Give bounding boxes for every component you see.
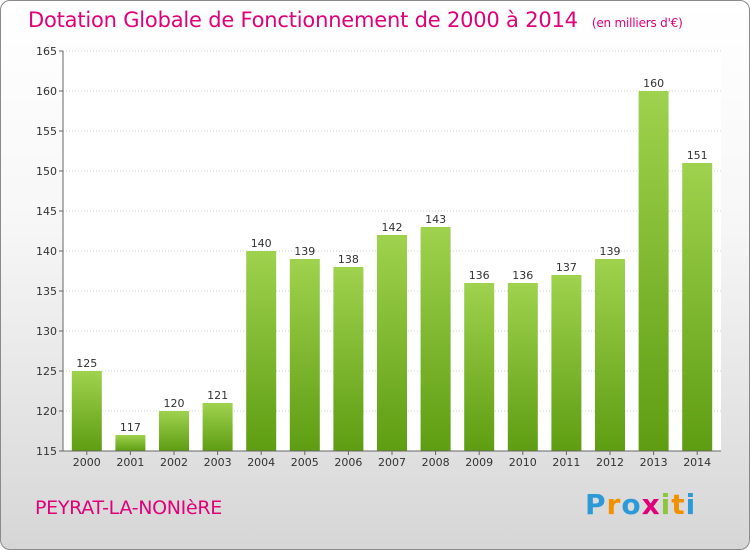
bar <box>507 283 538 451</box>
x-tick-label: 2006 <box>334 456 362 469</box>
data-label: 125 <box>76 357 97 370</box>
grid-lines <box>59 50 721 452</box>
data-label: 139 <box>294 245 315 258</box>
data-label: 151 <box>687 149 708 162</box>
bar <box>289 259 320 451</box>
bar <box>420 227 451 451</box>
logo-letter: x <box>641 488 661 521</box>
data-label: 137 <box>556 261 577 274</box>
logo-letter: i <box>685 488 697 521</box>
data-label: 117 <box>120 421 141 434</box>
y-tick-label: 140 <box>36 245 57 258</box>
y-tick-label: 155 <box>36 125 57 138</box>
logo-letter: r <box>606 488 622 521</box>
bar <box>377 235 407 451</box>
logo-letter: t <box>671 488 686 521</box>
data-label: 136 <box>512 269 533 282</box>
y-tick-labels: 115 120 125 130 135 140 145 150 155 160 165 <box>36 45 57 458</box>
data-label: 120 <box>164 397 185 410</box>
x-tick-label: 2009 <box>465 456 493 469</box>
bar <box>246 251 277 451</box>
x-tick-label: 2008 <box>422 456 450 469</box>
y-tick-label: 130 <box>36 325 57 338</box>
bars-group: 125 117 120 121 140 139 138 142 143 136 136 137 139 1… <box>71 77 713 451</box>
bar <box>333 267 364 451</box>
x-tick-label: 2005 <box>291 456 319 469</box>
y-tick-label: 125 <box>36 365 57 378</box>
y-tick-label: 135 <box>36 285 57 298</box>
x-tick-label: 2014 <box>683 456 711 469</box>
bar <box>595 259 625 451</box>
chart-title: Dotation Globale de Fonctionnement de 20… <box>28 8 683 32</box>
x-tick-label: 2000 <box>73 456 101 469</box>
bar <box>638 91 669 451</box>
x-tick-label: 2001 <box>116 456 144 469</box>
bar <box>115 435 146 451</box>
proxiti-logo: Proxiti <box>585 488 696 521</box>
y-tick-label: 160 <box>36 85 57 98</box>
data-label: 140 <box>251 237 272 250</box>
x-tick-labels: 2000 2001 2002 2003 2004 2005 2006 2007 2008 2009… <box>73 451 711 469</box>
y-tick-label: 150 <box>36 165 57 178</box>
bar <box>551 275 582 451</box>
y-tick-label: 120 <box>36 405 57 418</box>
y-tick-label: 165 <box>36 45 57 58</box>
bar <box>464 283 495 451</box>
chart-subtitle: (en milliers d'€) <box>591 16 683 30</box>
bar <box>682 163 713 451</box>
data-label: 142 <box>382 221 403 234</box>
x-tick-label: 2004 <box>247 456 275 469</box>
data-label: 121 <box>207 389 228 402</box>
data-label: 143 <box>425 213 446 226</box>
x-tick-label: 2002 <box>160 456 188 469</box>
x-tick-label: 2012 <box>596 456 624 469</box>
data-label: 136 <box>469 269 490 282</box>
bar <box>159 411 189 451</box>
data-label: 139 <box>600 245 621 258</box>
commune-name: PEYRAT-LA-NONIèRE <box>35 497 222 519</box>
logo-letter: i <box>660 488 672 521</box>
y-tick-label: 115 <box>36 445 57 458</box>
data-label: 138 <box>338 253 359 266</box>
x-tick-label: 2003 <box>204 456 232 469</box>
data-label: 160 <box>643 77 664 90</box>
bar <box>202 403 233 451</box>
chart-title-text: Dotation Globale de Fonctionnement de 20… <box>28 8 578 32</box>
x-tick-label: 2013 <box>640 456 668 469</box>
x-tick-label: 2007 <box>378 456 406 469</box>
x-tick-label: 2011 <box>552 456 580 469</box>
logo-letter: o <box>621 488 642 521</box>
y-tick-label: 145 <box>36 205 57 218</box>
bar <box>71 371 102 451</box>
x-tick-label: 2010 <box>509 456 537 469</box>
logo-letter: P <box>585 488 607 521</box>
